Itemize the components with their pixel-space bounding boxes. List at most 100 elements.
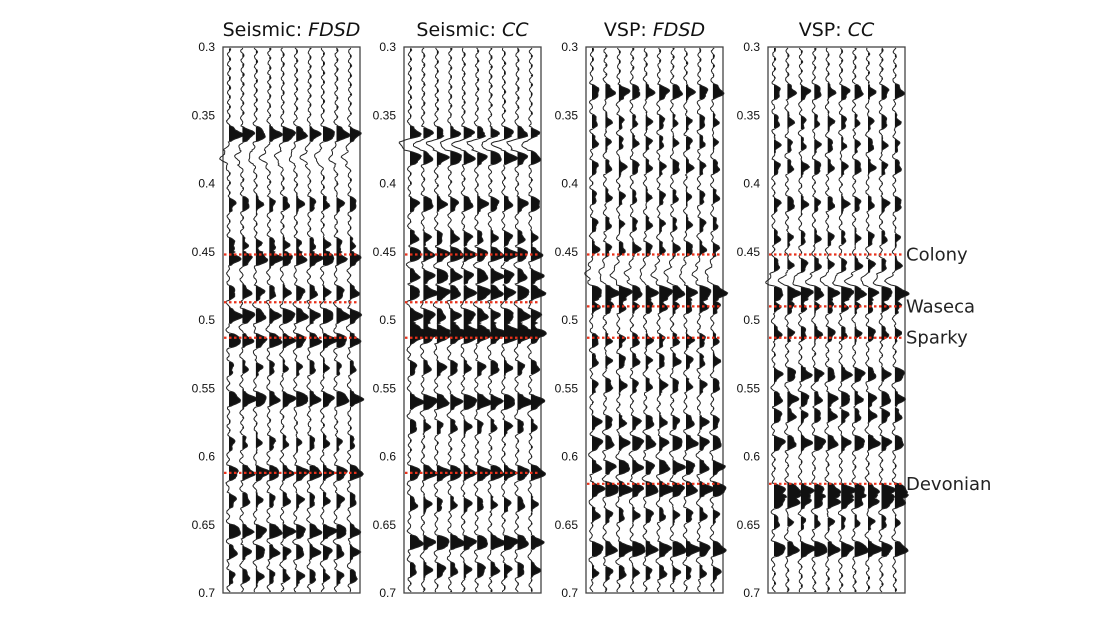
trace-fill [323, 309, 333, 323]
trace-fill [349, 390, 364, 406]
trace-fill [436, 563, 446, 578]
trace-fill [699, 85, 708, 99]
trace-fill [296, 362, 303, 376]
trace-fill [659, 115, 665, 129]
trace-fill [504, 498, 512, 512]
trace-fill [894, 542, 908, 556]
trace-fill [632, 242, 642, 256]
time-tick-label: 0.6 [743, 450, 760, 464]
trace-fill [269, 309, 282, 323]
panel-title-method: CC [502, 19, 529, 41]
trace-fill [410, 269, 421, 282]
trace-fill [686, 242, 693, 256]
trace-fill [881, 515, 887, 529]
trace-wiggle [792, 47, 817, 593]
trace-fill [712, 243, 720, 257]
trace-fill [336, 308, 351, 323]
trace-fill [229, 334, 241, 347]
trace-fill [269, 524, 283, 538]
trace-fill [282, 197, 290, 210]
trace-fill [868, 367, 876, 381]
time-tick-label: 0.35 [373, 108, 397, 122]
trace-fill [841, 484, 857, 509]
trace-fill [686, 192, 692, 206]
trace-fill [517, 361, 525, 375]
trace [451, 47, 484, 593]
time-tick-label: 0.65 [737, 518, 761, 532]
trace-fill [686, 414, 695, 429]
trace-fill [814, 515, 821, 528]
trace-fill [349, 237, 361, 267]
time-tick-label: 0.5 [561, 313, 578, 327]
panel-title: VSP: CC [799, 19, 875, 41]
trace-fill [894, 160, 902, 174]
trace-fill [618, 436, 631, 450]
trace-fill [450, 496, 458, 510]
trace-fill [659, 379, 669, 395]
trace-fill [605, 436, 615, 449]
trace-fill [881, 368, 892, 381]
trace-fill [592, 190, 597, 204]
trace-fill [410, 126, 422, 138]
trace-fill [229, 392, 241, 406]
panel-title: Seismic: FDSD [223, 19, 361, 41]
trace-fill [632, 436, 644, 450]
trace-fill [645, 509, 654, 523]
trace-wiggle [765, 47, 788, 593]
trace-fill [686, 540, 701, 556]
trace-fill [712, 332, 720, 346]
trace-fill [618, 376, 628, 392]
trace-fill [282, 525, 296, 538]
trace-fill [463, 498, 473, 513]
panel-title-method: FDSD [653, 19, 705, 41]
trace-fill [450, 269, 463, 283]
trace-fill [645, 378, 653, 391]
trace-fill [242, 465, 256, 480]
trace [234, 47, 258, 593]
panel-vsp-cc: VSP: CC 0.3 0.35 0.4 0.45 0.5 0.55 0.6 0.65 0.7 [737, 19, 910, 600]
trace-fill [632, 379, 639, 393]
trace-fill [255, 493, 264, 507]
trace [805, 47, 828, 593]
trace-wiggle [663, 47, 688, 592]
panel-title-main: Seismic: [416, 19, 502, 41]
panel-title: VSP: FDSD [604, 19, 705, 41]
trace-fill [490, 562, 500, 576]
trace-fill [423, 269, 439, 300]
trace [623, 47, 646, 592]
trace-fill [530, 151, 541, 164]
trace-fill [242, 236, 253, 266]
trace-fill [854, 542, 869, 556]
trace-fill [814, 85, 822, 99]
trace-fill [477, 497, 484, 511]
trace-fill [410, 496, 418, 511]
trace-fill [672, 113, 678, 127]
trace-fill [605, 217, 612, 230]
trace-fill [632, 459, 644, 474]
trace [299, 47, 324, 593]
trace-fill [827, 138, 833, 152]
trace-fill [255, 525, 267, 539]
trace-fill [605, 378, 613, 392]
trace-fill [436, 466, 453, 481]
trace-fill [504, 421, 513, 436]
time-tick-label: 0.35 [192, 108, 216, 122]
trace-fill [800, 542, 817, 558]
panel-title: Seismic: CC [416, 19, 529, 41]
panel-seismic-fdsd: Seismic: FDSD 0.3 0.35 0.4 0.45 0.5 0.55 0.6 0.6… [192, 19, 365, 600]
trace-wiggle [451, 47, 484, 593]
trace [314, 47, 338, 593]
trace-fill [699, 416, 710, 429]
trace-fill [592, 380, 599, 394]
trace-fill [894, 286, 910, 314]
trace-fill [712, 189, 720, 203]
trace-fill [349, 284, 360, 299]
trace-fill [854, 160, 862, 174]
trace-fill [712, 379, 720, 392]
trace-fill [712, 217, 718, 230]
trace-fill [336, 545, 344, 559]
trace-fill [229, 437, 235, 451]
trace-fill [800, 259, 808, 272]
trace-fill [672, 333, 680, 346]
